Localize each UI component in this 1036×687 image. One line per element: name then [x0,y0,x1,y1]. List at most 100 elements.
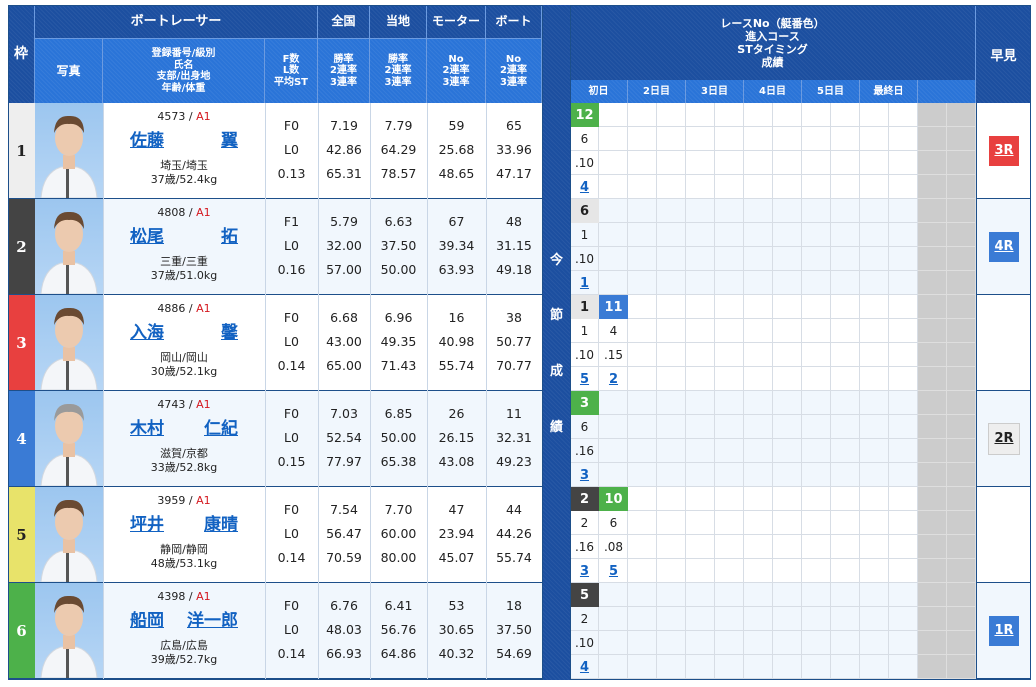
finish-rank-link[interactable]: 4 [579,179,590,195]
finish-rank-link[interactable]: 1 [579,275,590,291]
result-cell-2-7-2 [773,343,802,367]
race-number: 5 [579,587,590,603]
fl-stats: F1 L0 0.16 [265,210,318,282]
racer-photo[interactable] [35,487,103,582]
hayami-race-button[interactable]: 3R [989,135,1019,166]
racer-name-link[interactable]: 入海 馨 [130,318,238,343]
boat-value: 44 [506,502,522,517]
waku-number: 2 [8,199,35,295]
finish-rank-link[interactable]: 5 [579,371,590,387]
local-stats: 7.79 64.29 78.57 [370,114,427,186]
fl-stats: F0 L0 0.15 [265,402,318,474]
result-cell-2-9-3 [831,367,860,391]
f-count: F1 [283,214,300,229]
motor-value: 47 [448,502,465,517]
header-sub-line: 勝率 [333,53,354,65]
racer-photo[interactable] [35,295,103,390]
registration: 4398 / A1 [103,590,265,603]
result-cell-4-9-1 [831,511,860,535]
hayami-race-button[interactable]: 1R [989,615,1019,646]
finish-rank: 3 [570,463,599,487]
finish-rank-link[interactable]: 4 [579,659,590,675]
result-cell-0-13-2 [947,151,976,175]
result-cell-3-12-1 [918,415,947,439]
racer-photo[interactable] [35,583,103,678]
result-cell-2-1-2 [599,343,628,367]
result-cell-5-7-0 [773,583,802,607]
racer-photo[interactable] [35,103,103,198]
result-cell-2-10-1 [860,319,889,343]
result-cell-1-9-2 [831,247,860,271]
result-cell-4-2-2 [628,535,657,559]
finish-rank-link[interactable]: 3 [579,563,590,579]
result-cell-3-1-1 [599,415,628,439]
entry-course: 6 [609,516,618,530]
finish-rank-link[interactable]: 2 [608,371,619,387]
result-cell-4-12-1 [918,511,947,535]
result-cell-5-6-3 [744,655,773,679]
result-cell-4-5-1 [715,511,744,535]
waku-label: 1 [16,141,27,160]
hayami-race-button[interactable]: 4R [989,231,1019,262]
finish-rank-link[interactable]: 3 [579,467,590,483]
result-cell-0-6-3 [744,175,773,199]
header-sub-line: 3連率 [384,76,412,88]
result-cell-3-8-0 [802,391,831,415]
column-divider [486,199,487,295]
boat-stats: 65 33.96 47.17 [486,114,542,186]
racer-name-link[interactable]: 木村 仁紀 [130,414,238,439]
header-sub-line: 2連率 [500,65,527,77]
result-cell-5-9-2 [831,631,860,655]
finish-rank-link[interactable]: 5 [608,563,619,579]
avg-st: 0.16 [277,262,306,277]
result-cell-3-10-0 [860,391,889,415]
l-count: L0 [284,238,299,253]
result-cell-2-12-3 [918,367,947,391]
result-cell-3-0-1 [570,415,599,439]
hayami-cell [976,487,1031,583]
result-cell-2-3-3 [657,367,686,391]
result-cell-4-0-1 [570,511,599,535]
racer-age-weight: 30歳/52.1kg [150,365,218,378]
result-cell-0-1-2 [599,151,628,175]
result-cell-1-10-3 [860,271,889,295]
avg-st: 0.14 [277,646,306,661]
header-profile: 登録番号/級別 氏名 支部/出身地 年齢/体重 [103,39,265,103]
result-cell-4-9-2 [831,535,860,559]
boat-value: 31.15 [496,238,532,253]
result-cell-0-7-0 [773,103,802,127]
hayami-race-button[interactable]: 2R [988,422,1020,455]
result-cell-0-2-2 [628,151,657,175]
column-divider [318,103,319,199]
result-cell-5-2-2 [628,631,657,655]
racer-name-link[interactable]: 坪井 康晴 [130,510,238,535]
motor-value: 30.65 [438,622,475,637]
result-cell-3-3-1 [657,415,686,439]
header-boat-racer: ボートレーサー [35,5,318,39]
result-cell-2-13-2 [947,343,976,367]
motor-value: 45.07 [438,550,475,565]
racer-name-link[interactable]: 松尾 拓 [130,222,238,247]
local-value: 7.70 [384,502,413,517]
result-cell-3-0-3 [570,463,599,487]
racer-photo[interactable] [35,199,103,294]
racer-name-link[interactable]: 佐藤 翼 [130,126,238,151]
header-race-info: レースNo（艇番色） 進入コース STタイミング 成績 [570,5,976,80]
result-cell-4-6-2 [744,535,773,559]
header-sub-line: 勝率 [388,53,408,65]
result-cell-2-2-3 [628,367,657,391]
race-number: 11 [604,299,623,315]
result-cell-3-13-1 [947,415,976,439]
column-divider [103,583,104,679]
header-sub-line: 2連率 [384,65,412,77]
result-cell-0-12-2 [918,151,947,175]
result-cell-3-11-3 [889,463,918,487]
result-cell-4-7-0 [773,487,802,511]
reg-number: 4398 [157,590,186,603]
st-timing: .16 [574,444,595,458]
result-cell-0-0-1 [570,127,599,151]
racer-name-link[interactable]: 船岡 洋一郎 [130,606,238,631]
racer-branch: 滋賀/京都 [160,447,208,460]
racer-photo[interactable] [35,391,103,486]
fl-stats: F0 L0 0.13 [265,114,318,186]
